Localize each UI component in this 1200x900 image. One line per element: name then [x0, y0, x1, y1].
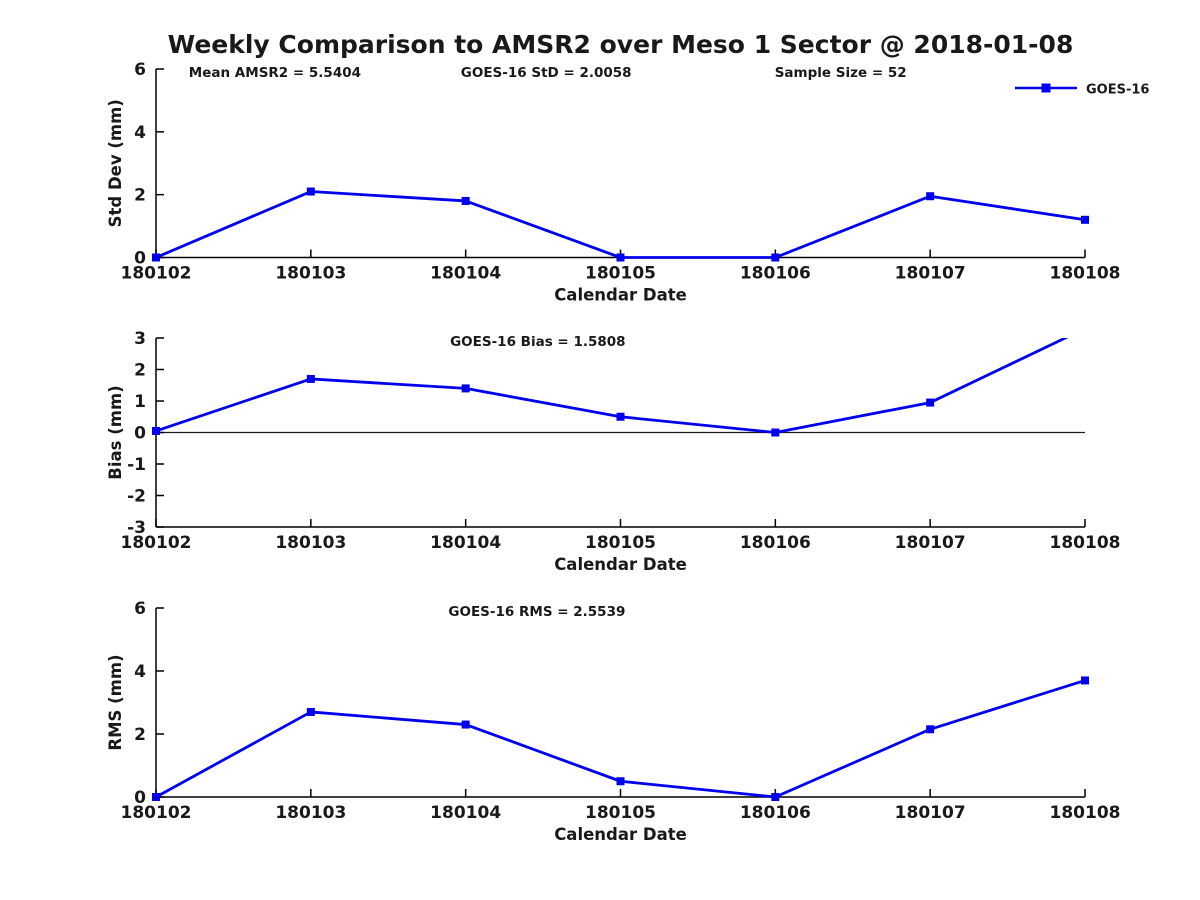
y-tick-label: 1: [134, 392, 146, 412]
annotation-text: GOES-16 Bias = 1.5808: [450, 334, 625, 350]
data-point-marker: [1081, 215, 1089, 224]
data-point-marker: [771, 428, 780, 437]
y-tick-label: 2: [134, 186, 146, 206]
y-tick-label: -1: [127, 455, 146, 475]
y-tick-label: 0: [134, 249, 146, 269]
data-point-marker: [616, 253, 625, 262]
y-tick-label: 6: [134, 599, 146, 619]
x-tick-label: 180103: [275, 264, 346, 284]
x-tick-label: 180104: [430, 803, 501, 823]
y-tick-label: -3: [127, 518, 146, 538]
x-tick-label: 180108: [1050, 264, 1121, 284]
chart-panel-std-dev: 0 2 4 6 180102 180103 180104 180105 180106 180107…: [106, 60, 1149, 305]
x-tick-label: 180107: [895, 264, 966, 284]
data-point-marker: [152, 253, 160, 262]
x-tick-label: 180106: [740, 264, 811, 284]
data-point-marker: [926, 398, 935, 407]
y-axis-label: Bias (mm): [106, 385, 125, 479]
data-line: [155, 190, 1086, 259]
y-tick-label: 4: [134, 123, 146, 143]
x-tick-label: 180105: [585, 803, 656, 823]
y-tick-label: -2: [127, 487, 146, 507]
data-point-marker: [306, 187, 315, 196]
x-axis-label: Calendar Date: [554, 555, 687, 574]
data-point-marker: [306, 374, 315, 383]
y-tick-label: 0: [134, 788, 146, 808]
data-point-marker: [926, 725, 935, 734]
x-tick-label: 180105: [585, 264, 656, 284]
data-point-marker: [152, 793, 160, 801]
y-tick-label: 2: [134, 725, 146, 745]
data-point-marker: [926, 192, 935, 201]
x-tick-label: 180103: [275, 533, 346, 553]
y-tick-label: 3: [134, 329, 146, 349]
annotation-text: GOES-16 RMS = 2.5539: [448, 604, 625, 620]
data-point-marker: [1081, 676, 1089, 685]
data-point-marker: [461, 196, 470, 205]
data-point-marker: [461, 720, 470, 729]
x-tick-label: 180102: [121, 533, 192, 553]
x-tick-label: 180105: [585, 533, 656, 553]
x-tick-label: 180103: [275, 803, 346, 823]
x-tick-label: 180108: [1050, 533, 1121, 553]
data-point-marker: [771, 793, 780, 801]
y-tick-label: 0: [134, 424, 146, 444]
legend: GOES-16: [1015, 83, 1149, 98]
figure-title: Weekly Comparison to AMSR2 over Meso 1 S…: [168, 30, 1074, 59]
y-tick-label: 2: [134, 361, 146, 381]
annotation-text: Sample Size = 52: [775, 65, 907, 81]
data-point-marker: [616, 412, 625, 421]
data-point-marker: [461, 384, 470, 393]
y-tick-label: 6: [134, 60, 146, 80]
annotation-text: GOES-16 StD = 2.0058: [461, 65, 632, 81]
data-point-marker: [306, 707, 315, 716]
x-tick-label: 180102: [121, 264, 192, 284]
data-point-marker: [771, 253, 780, 262]
x-axis-label: Calendar Date: [554, 825, 687, 844]
annotation-text: Mean AMSR2 = 5.5404: [189, 65, 361, 81]
data-point-marker: [152, 426, 160, 435]
chart-panel-bias: -3 -2 -1 0 1 2 3 180102 180103 180104 180105 180106…: [106, 329, 1120, 574]
x-tick-label: 180107: [895, 803, 966, 823]
y-axis-label: RMS (mm): [106, 654, 125, 750]
x-axis-label: Calendar Date: [554, 286, 687, 305]
y-tick-label: 4: [134, 662, 146, 682]
x-tick-label: 180106: [740, 533, 811, 553]
x-tick-label: 180104: [430, 533, 501, 553]
data-point-marker: [616, 777, 625, 786]
x-tick-label: 180102: [121, 803, 192, 823]
x-tick-label: 180108: [1050, 803, 1121, 823]
x-tick-label: 180107: [895, 533, 966, 553]
chart-panel-rms: 0 2 4 6 180102 180103 180104 180105 180106 180107…: [106, 599, 1120, 844]
x-tick-label: 180106: [740, 803, 811, 823]
x-tick-label: 180104: [430, 264, 501, 284]
legend-label: GOES-16: [1086, 83, 1149, 98]
legend-marker: [1041, 83, 1051, 93]
y-axis-label: Std Dev (mm): [106, 99, 125, 227]
